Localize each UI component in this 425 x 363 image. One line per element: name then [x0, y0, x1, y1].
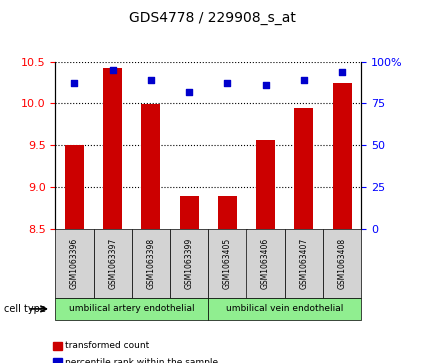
- Bar: [179, 196, 198, 229]
- Bar: [141, 104, 160, 229]
- Point: [71, 81, 78, 86]
- Text: GSM1063399: GSM1063399: [184, 237, 194, 289]
- Text: transformed count: transformed count: [65, 342, 149, 350]
- Text: umbilical artery endothelial: umbilical artery endothelial: [69, 305, 195, 313]
- Text: GSM1063406: GSM1063406: [261, 237, 270, 289]
- Text: cell type: cell type: [4, 304, 46, 314]
- Bar: [65, 145, 84, 229]
- Bar: [256, 140, 275, 229]
- Point: [109, 67, 116, 73]
- Text: GSM1063408: GSM1063408: [337, 238, 347, 289]
- Text: GSM1063397: GSM1063397: [108, 237, 117, 289]
- Text: umbilical vein endothelial: umbilical vein endothelial: [226, 305, 343, 313]
- Point: [224, 81, 231, 86]
- Point: [339, 69, 346, 75]
- Bar: [332, 82, 351, 229]
- Text: GSM1063396: GSM1063396: [70, 237, 79, 289]
- Text: GSM1063405: GSM1063405: [223, 237, 232, 289]
- Bar: [294, 109, 313, 229]
- Point: [300, 77, 307, 83]
- Text: percentile rank within the sample: percentile rank within the sample: [65, 358, 218, 363]
- Text: GSM1063407: GSM1063407: [299, 237, 309, 289]
- Text: GDS4778 / 229908_s_at: GDS4778 / 229908_s_at: [129, 11, 296, 25]
- Bar: [103, 68, 122, 229]
- Point: [186, 89, 193, 95]
- Point: [262, 82, 269, 88]
- Point: [147, 77, 154, 83]
- Bar: [218, 196, 237, 229]
- Text: GSM1063398: GSM1063398: [146, 238, 156, 289]
